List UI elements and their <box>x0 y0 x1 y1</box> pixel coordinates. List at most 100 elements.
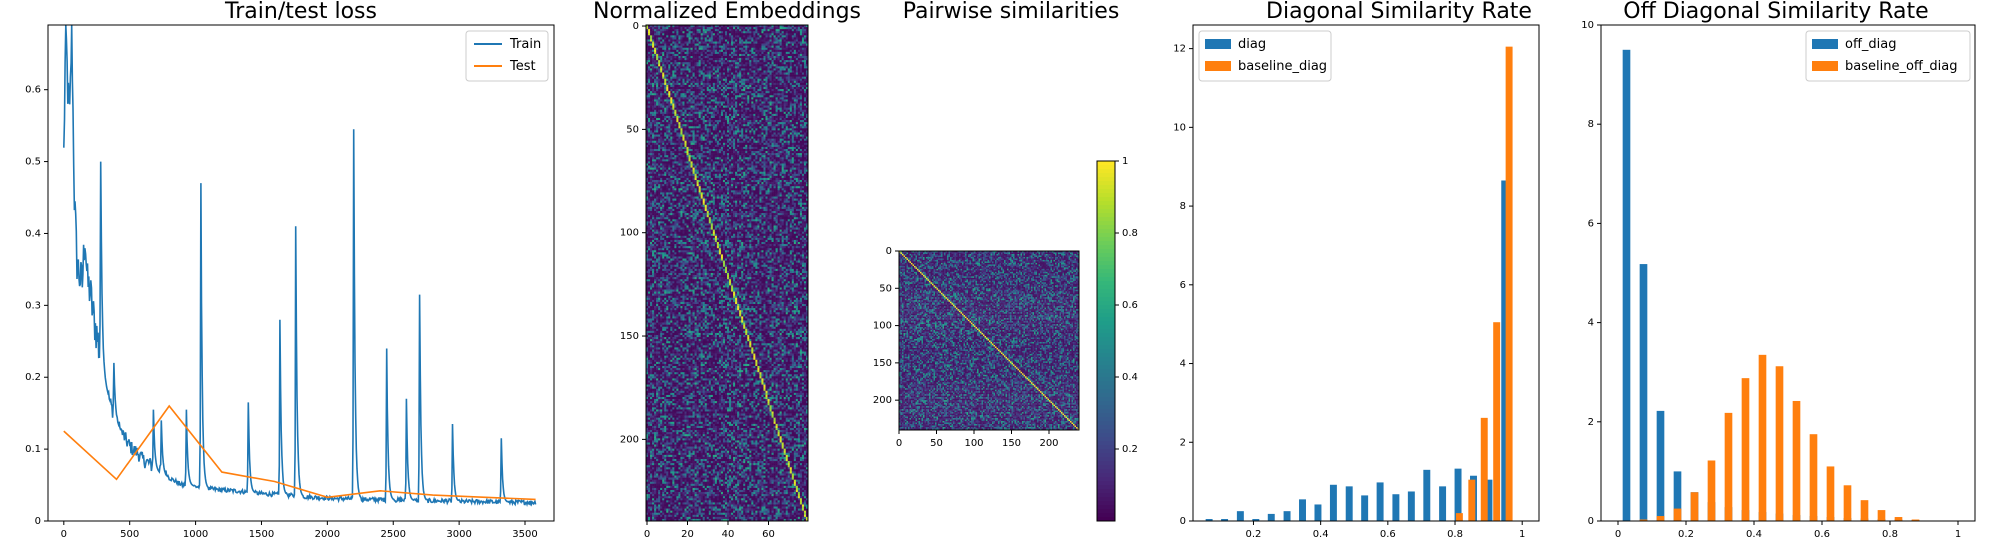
embedding-cell <box>799 37 803 40</box>
embedding-cell <box>731 144 734 148</box>
embedding-cell <box>787 109 791 113</box>
embedding-cell <box>775 27 778 30</box>
embedding-cell <box>686 124 689 127</box>
embedding-cell <box>757 126 760 129</box>
embedding-cell <box>801 93 805 96</box>
embedding-cell <box>769 51 772 55</box>
embedding-cell <box>700 80 703 84</box>
embedding-cell <box>682 109 685 113</box>
embedding-cell <box>729 87 732 90</box>
embedding-cell <box>694 62 697 65</box>
embedding-cell <box>787 120 791 123</box>
embedding-cell <box>694 151 697 154</box>
embedding-cell <box>704 49 708 53</box>
embedding-cell <box>710 58 714 61</box>
embedding-cell <box>698 115 701 119</box>
embedding-cell <box>720 39 724 42</box>
embedding-cell <box>751 78 754 82</box>
embedding-cell <box>767 122 770 125</box>
embedding-cell <box>791 84 795 88</box>
embedding-cell <box>727 72 730 75</box>
embedding-cell <box>747 49 750 53</box>
embedding-cell <box>777 80 780 84</box>
embedding-cell <box>741 89 744 92</box>
embedding-cell <box>749 84 752 88</box>
embedding-cell <box>694 120 697 123</box>
embedding-cell <box>743 149 746 152</box>
embedding-cell <box>672 39 675 42</box>
embedding-cell <box>793 43 797 46</box>
embedding-cell <box>795 140 799 144</box>
embedding-cell <box>757 128 760 131</box>
embedding-cell <box>696 105 699 108</box>
embedding-cell <box>646 74 649 77</box>
embedding-cell <box>708 82 712 86</box>
embedding-cell <box>795 134 799 137</box>
embedding-cell <box>789 78 793 82</box>
embedding-cell <box>654 128 657 131</box>
embedding-cell <box>797 51 801 55</box>
embedding-cell <box>714 120 718 123</box>
embedding-cell <box>777 70 780 73</box>
embedding-cell <box>716 60 720 63</box>
embedding-cell <box>708 149 712 152</box>
embedding-cell <box>741 91 744 94</box>
embedding-cell <box>747 33 750 36</box>
embedding-cell <box>783 151 787 154</box>
embedding-cell <box>741 56 744 59</box>
embedding-cell <box>785 109 789 113</box>
embedding-cell <box>652 118 655 121</box>
embedding-cell <box>680 149 683 152</box>
embedding-cell <box>674 72 677 75</box>
embedding-cell <box>712 25 716 28</box>
embedding-cell <box>735 70 738 73</box>
embedding-cell <box>722 62 726 65</box>
embedding-cell <box>700 66 703 69</box>
embedding-cell <box>761 111 764 115</box>
embedding-cell <box>718 109 722 113</box>
embedding-cell <box>729 151 732 154</box>
embedding-cell <box>702 144 706 148</box>
embedding-cell <box>749 80 752 84</box>
embedding-cell <box>735 58 738 61</box>
embedding-cell <box>749 95 752 98</box>
embedding-cell <box>680 31 683 34</box>
embedding-cell <box>737 76 740 80</box>
embedding-cell <box>731 29 734 32</box>
embedding-cell <box>658 47 661 51</box>
embedding-cell <box>731 84 734 88</box>
embedding-cell <box>662 58 665 61</box>
embedding-cell <box>676 118 679 121</box>
embedding-cell <box>737 84 740 88</box>
embedding-cell <box>700 136 703 139</box>
embedding-cell <box>648 76 651 80</box>
embedding-cell <box>727 146 730 150</box>
embedding-cell <box>722 47 726 51</box>
embedding-cell <box>739 130 742 133</box>
embedding-cell <box>759 120 762 123</box>
embedding-cell <box>710 136 714 139</box>
embedding-cell <box>652 151 655 154</box>
embedding-cell <box>724 39 728 42</box>
embedding-cell <box>646 47 649 51</box>
embedding-cell <box>672 84 675 88</box>
embedding-cell <box>731 126 734 129</box>
embedding-cell <box>654 146 657 150</box>
embedding-cell <box>698 41 701 44</box>
embedding-cell <box>783 62 787 65</box>
embedding-cell <box>710 41 714 44</box>
embedding-cell <box>724 72 728 75</box>
embedding-cell <box>646 72 649 75</box>
embedding-cell <box>753 62 756 65</box>
embedding-cell <box>710 105 714 108</box>
embedding-cell <box>720 140 724 144</box>
embedding-cell <box>747 146 750 150</box>
embedding-cell <box>648 91 651 94</box>
embedding-cell <box>789 105 793 108</box>
embedding-cell <box>658 78 661 82</box>
embedding-cell <box>781 136 784 139</box>
embedding-cell <box>731 62 734 65</box>
embedding-cell <box>761 107 764 111</box>
embedding-cell <box>753 113 756 117</box>
embedding-cell <box>658 51 661 55</box>
